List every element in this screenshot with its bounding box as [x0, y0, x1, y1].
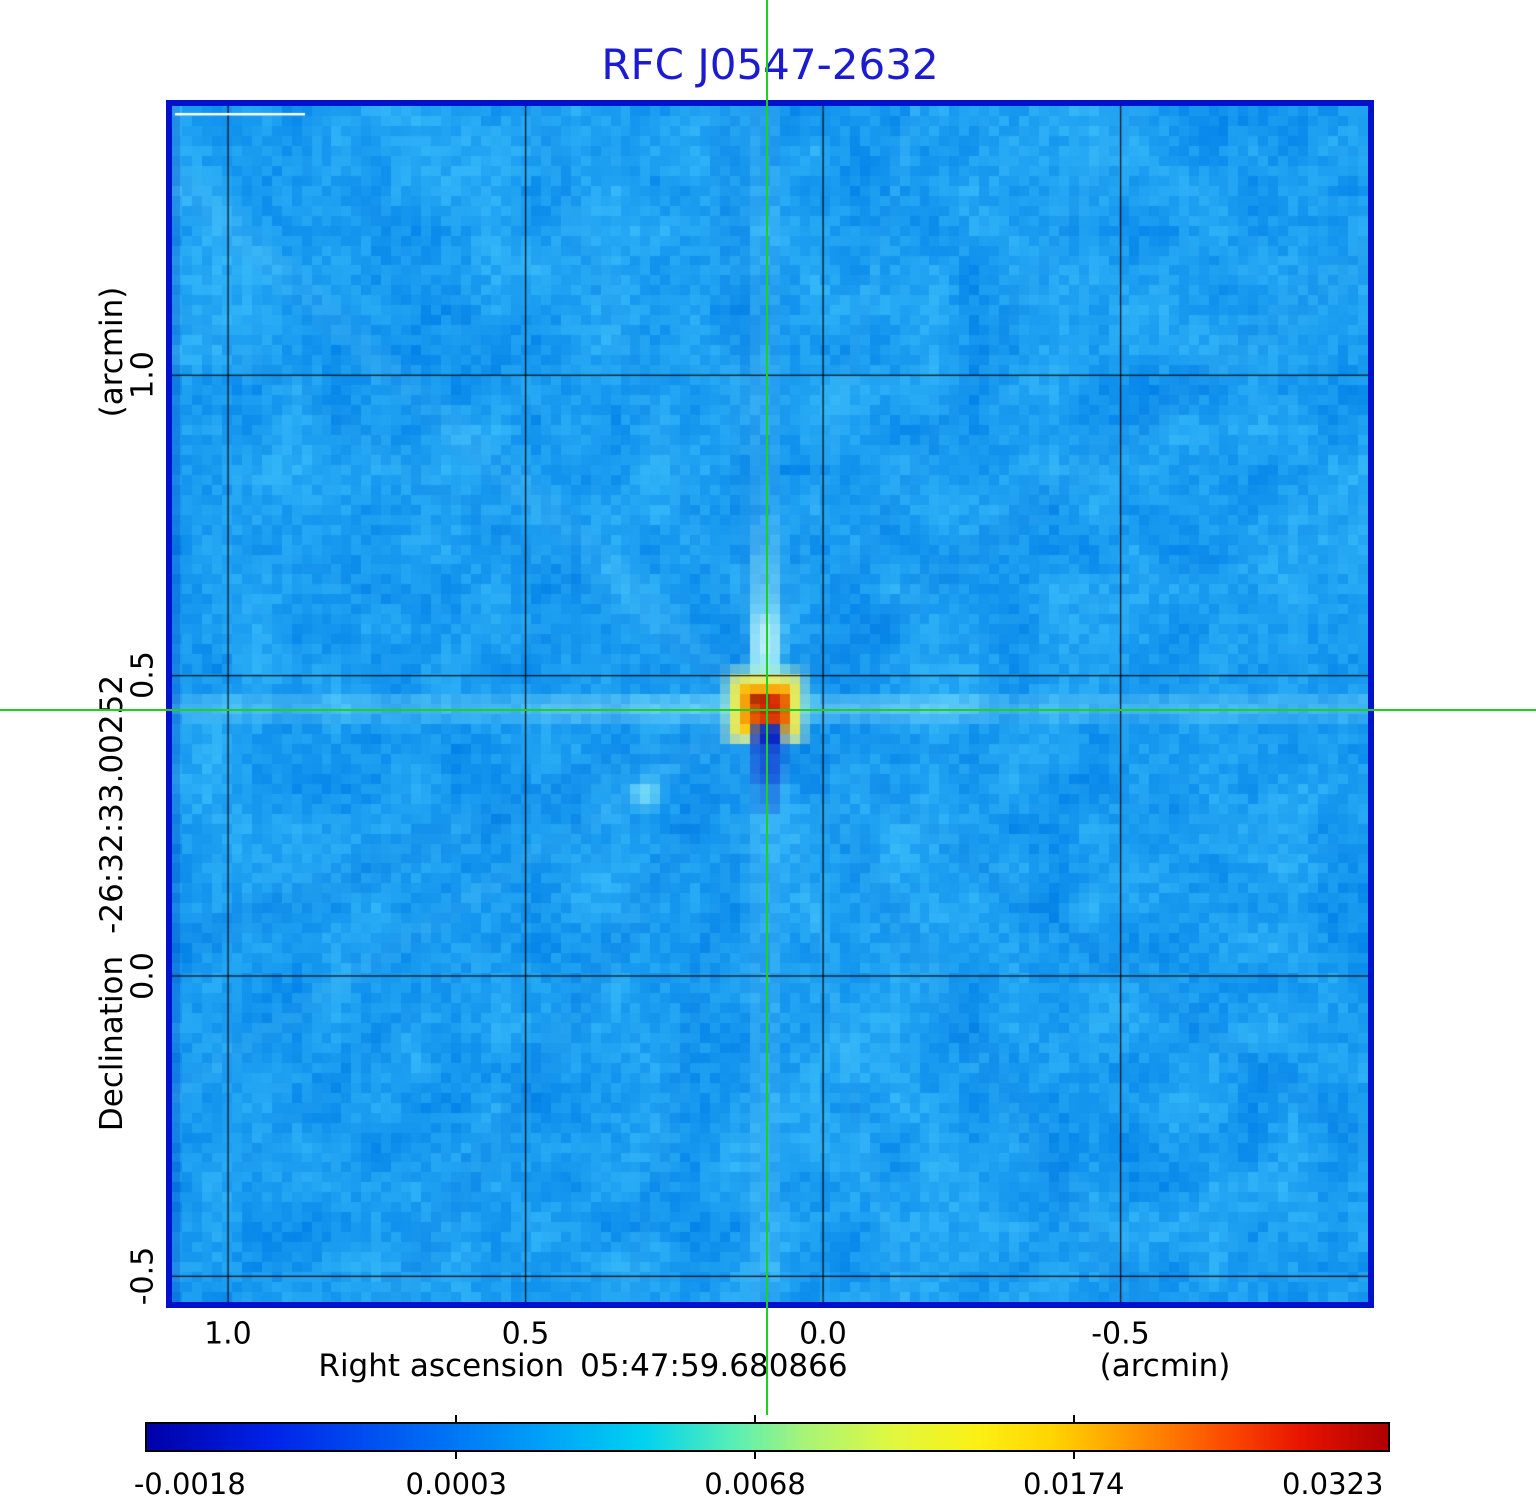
- x-axis-coordinate: 05:47:59.680866: [580, 1348, 848, 1384]
- colorbar-tick: [455, 1415, 458, 1422]
- colorbar-gradient: [145, 1422, 1390, 1452]
- colorbar-tick-label: 0.0174: [1023, 1467, 1125, 1501]
- y-axis-coordinate: -26:32:33.00252: [94, 674, 130, 934]
- x-tick-label: 0.5: [501, 1316, 550, 1352]
- colorbar-tick-label: -0.0018: [133, 1467, 246, 1501]
- y-tick-label: -0.5: [125, 1246, 161, 1306]
- y-axis-title: Declination-26:32:33.00252: [94, 675, 130, 1131]
- colorbar-tick-label: 0.0068: [704, 1467, 806, 1501]
- colorbar-tick: [754, 1415, 757, 1422]
- colorbar-tick-label: 0.0003: [405, 1467, 507, 1501]
- crosshair-vertical-line: [766, 0, 769, 1415]
- colorbar-tick: [754, 1452, 757, 1459]
- x-axis-title-text: Right ascension: [318, 1348, 565, 1384]
- x-tick-label: 1.0: [204, 1316, 252, 1352]
- colorbar-tick: [1072, 1452, 1075, 1459]
- y-tick-label: 0.5: [125, 651, 161, 700]
- x-tick-label: -0.5: [1091, 1316, 1150, 1352]
- crosshair-horizontal-line: [0, 709, 1536, 711]
- colorbar-tick-label: 0.0323: [1281, 1467, 1384, 1501]
- colorbar-tick: [455, 1452, 458, 1459]
- x-axis-unit-label: (arcmin): [1099, 1348, 1231, 1384]
- colorbar-tick: [1072, 1415, 1075, 1422]
- radio-map-canvas: [166, 100, 1374, 1308]
- plot-title: RFC J0547-2632: [601, 40, 939, 89]
- y-tick-label: 1.0: [125, 351, 161, 399]
- x-axis-title: Right ascension 05:47:59.680866: [318, 1348, 847, 1384]
- y-tick-label: 0.0: [125, 951, 161, 1000]
- x-tick-label: 0.0: [799, 1316, 847, 1352]
